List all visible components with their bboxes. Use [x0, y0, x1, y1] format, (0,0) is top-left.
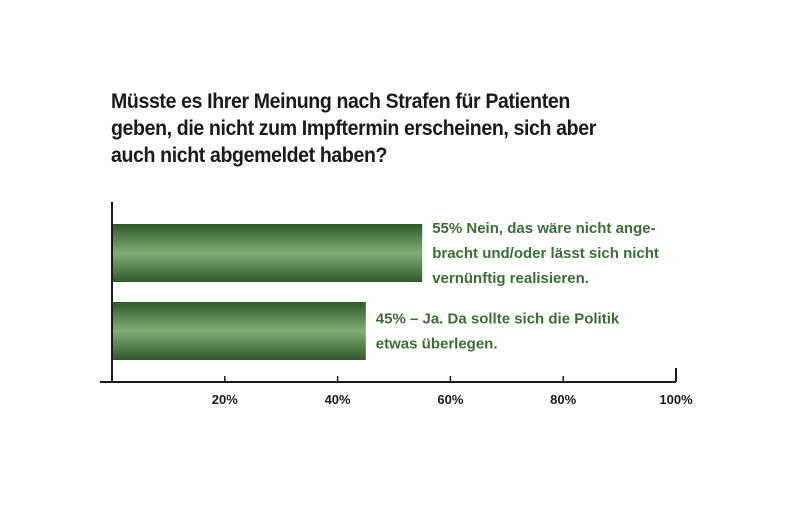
- x-tick-label-80: 80%: [550, 392, 576, 407]
- title-line-1: Müsste es Ihrer Meinung nach Strafen für…: [111, 90, 570, 113]
- bar-label-2: 45% – Ja. Da sollte sich die Politik etwa…: [376, 311, 620, 353]
- bar-label-1: 55% Nein, das wäre nicht ange-bracht und…: [432, 220, 659, 287]
- x-tick-label-100: 100%: [659, 392, 693, 407]
- chart-title: Müsste es Ihrer Meinung nach Strafen für…: [111, 88, 669, 169]
- title-line-3: auch nicht abgemeldet haben?: [111, 144, 388, 167]
- bar-1: [112, 224, 423, 282]
- bar-2: [112, 302, 366, 360]
- x-tick-label-40: 40%: [325, 392, 351, 407]
- title-line-2: geben, die nicht zum Impftermin erschein…: [111, 117, 596, 140]
- x-tick-label-20: 20%: [212, 392, 238, 407]
- x-tick-label-60: 60%: [437, 392, 463, 407]
